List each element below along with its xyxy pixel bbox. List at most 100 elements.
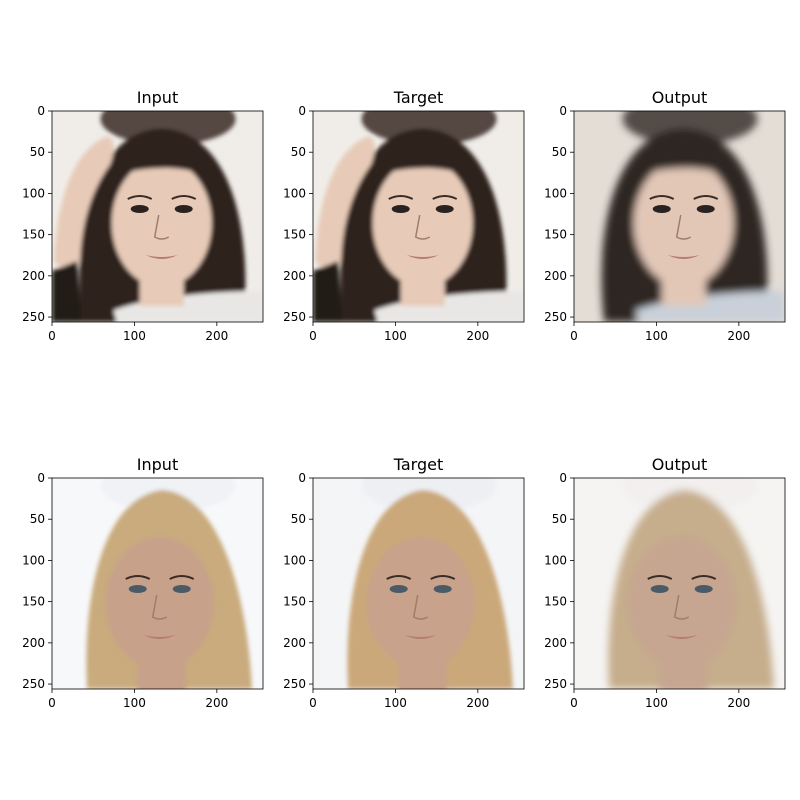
eyebrows-shape bbox=[388, 195, 458, 200]
nose-shape bbox=[414, 214, 431, 240]
y-tick-label: 200 bbox=[22, 636, 45, 650]
mouth-shape bbox=[406, 255, 439, 259]
panel-title: Input bbox=[137, 88, 178, 107]
face-shape bbox=[372, 159, 473, 287]
axes-frame bbox=[51, 110, 264, 323]
x-tick-label: 100 bbox=[645, 696, 668, 710]
y-tick-label: 150 bbox=[22, 228, 45, 242]
fringe-shape bbox=[392, 147, 478, 181]
portrait-image bbox=[313, 111, 524, 322]
y-tick-label: 0 bbox=[37, 104, 45, 118]
x-tick-label: 200 bbox=[466, 696, 489, 710]
y-tick-label: 50 bbox=[552, 512, 567, 526]
y-tick-label: 50 bbox=[30, 512, 45, 526]
x-tick-label: 200 bbox=[727, 329, 750, 343]
x-tick-label: 0 bbox=[309, 329, 317, 343]
hair-strand-shape bbox=[80, 151, 122, 322]
fringe-shape bbox=[653, 147, 739, 181]
x-tick-label: 200 bbox=[205, 329, 228, 343]
axes-frame bbox=[312, 477, 525, 690]
y-tick-label: 150 bbox=[544, 228, 567, 242]
x-tick-label: 200 bbox=[727, 696, 750, 710]
eyebrows-shape bbox=[649, 195, 719, 200]
face-shape bbox=[633, 159, 734, 287]
right-eye-shape bbox=[696, 205, 715, 213]
left-eye-shape bbox=[130, 205, 149, 213]
y-tick-label: 150 bbox=[22, 595, 45, 609]
left-eye-shape bbox=[652, 205, 671, 213]
y-tick-label: 250 bbox=[544, 310, 567, 324]
y-tick-label: 100 bbox=[283, 553, 306, 567]
y-tick-label: 250 bbox=[22, 677, 45, 691]
left-eye-shape bbox=[389, 585, 408, 593]
nose-shape bbox=[151, 594, 168, 620]
nose-shape bbox=[675, 214, 692, 240]
fringe-shape bbox=[367, 523, 478, 558]
y-tick-label: 250 bbox=[22, 310, 45, 324]
panel-title: Target bbox=[393, 455, 444, 474]
y-tick-label: 150 bbox=[283, 595, 306, 609]
y-tick-label: 250 bbox=[544, 677, 567, 691]
mouth-shape bbox=[145, 255, 178, 259]
panel-title: Target bbox=[393, 88, 444, 107]
clothes-shape bbox=[92, 291, 263, 322]
nose-shape bbox=[673, 594, 690, 620]
mouth-shape bbox=[667, 255, 700, 259]
y-tick-label: 250 bbox=[283, 677, 306, 691]
left-eye-shape bbox=[128, 585, 147, 593]
x-tick-label: 100 bbox=[123, 696, 146, 710]
y-tick-label: 150 bbox=[544, 595, 567, 609]
y-tick-label: 200 bbox=[283, 269, 306, 283]
y-tick-label: 100 bbox=[283, 186, 306, 200]
face-shape bbox=[366, 537, 475, 669]
y-tick-label: 100 bbox=[544, 186, 567, 200]
fringe-shape bbox=[131, 147, 217, 181]
left-eye-shape bbox=[391, 205, 410, 213]
face-shape bbox=[111, 159, 212, 287]
axes-frame bbox=[573, 477, 786, 690]
fringe-shape bbox=[628, 523, 739, 558]
clothes-shape bbox=[614, 291, 785, 322]
portrait-image bbox=[52, 111, 263, 322]
hand-shape bbox=[54, 136, 114, 281]
face-shape bbox=[105, 537, 214, 669]
right-eye-shape bbox=[174, 205, 193, 213]
eyebrows-shape bbox=[647, 575, 717, 580]
y-tick-label: 0 bbox=[298, 471, 306, 485]
portrait-image bbox=[574, 111, 785, 322]
x-tick-label: 100 bbox=[384, 696, 407, 710]
y-tick-label: 250 bbox=[283, 310, 306, 324]
x-tick-label: 0 bbox=[309, 696, 317, 710]
right-eye-shape bbox=[694, 585, 713, 593]
sleeve-shape bbox=[52, 261, 82, 322]
right-eye-shape bbox=[435, 205, 454, 213]
y-tick-label: 50 bbox=[291, 145, 306, 159]
x-tick-label: 200 bbox=[205, 696, 228, 710]
y-tick-label: 200 bbox=[544, 269, 567, 283]
axes-frame bbox=[51, 477, 264, 690]
hand-shape bbox=[315, 136, 375, 281]
portrait-image bbox=[574, 478, 785, 689]
left-eye-shape bbox=[650, 585, 669, 593]
right-eye-shape bbox=[433, 585, 452, 593]
y-tick-label: 0 bbox=[559, 104, 567, 118]
nose-shape bbox=[412, 594, 429, 620]
mouth-shape bbox=[404, 635, 437, 639]
y-tick-label: 100 bbox=[544, 553, 567, 567]
panel-title: Output bbox=[652, 455, 708, 474]
x-tick-label: 0 bbox=[48, 696, 56, 710]
nose-shape bbox=[153, 214, 170, 240]
y-tick-label: 150 bbox=[283, 228, 306, 242]
x-tick-label: 0 bbox=[570, 329, 578, 343]
hair-strand-shape bbox=[341, 151, 383, 322]
y-tick-label: 100 bbox=[22, 186, 45, 200]
eyebrows-shape bbox=[386, 575, 456, 580]
portrait-image bbox=[313, 478, 524, 689]
